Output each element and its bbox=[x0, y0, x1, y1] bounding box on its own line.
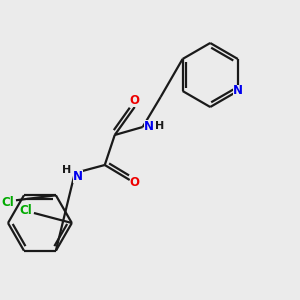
Text: H: H bbox=[155, 121, 164, 131]
Text: N: N bbox=[233, 85, 243, 98]
Text: O: O bbox=[130, 94, 140, 106]
Text: Cl: Cl bbox=[2, 196, 14, 209]
Text: O: O bbox=[130, 176, 140, 188]
Text: N: N bbox=[73, 169, 83, 182]
Text: H: H bbox=[62, 165, 71, 175]
Text: Cl: Cl bbox=[20, 205, 32, 218]
Text: N: N bbox=[144, 119, 154, 133]
